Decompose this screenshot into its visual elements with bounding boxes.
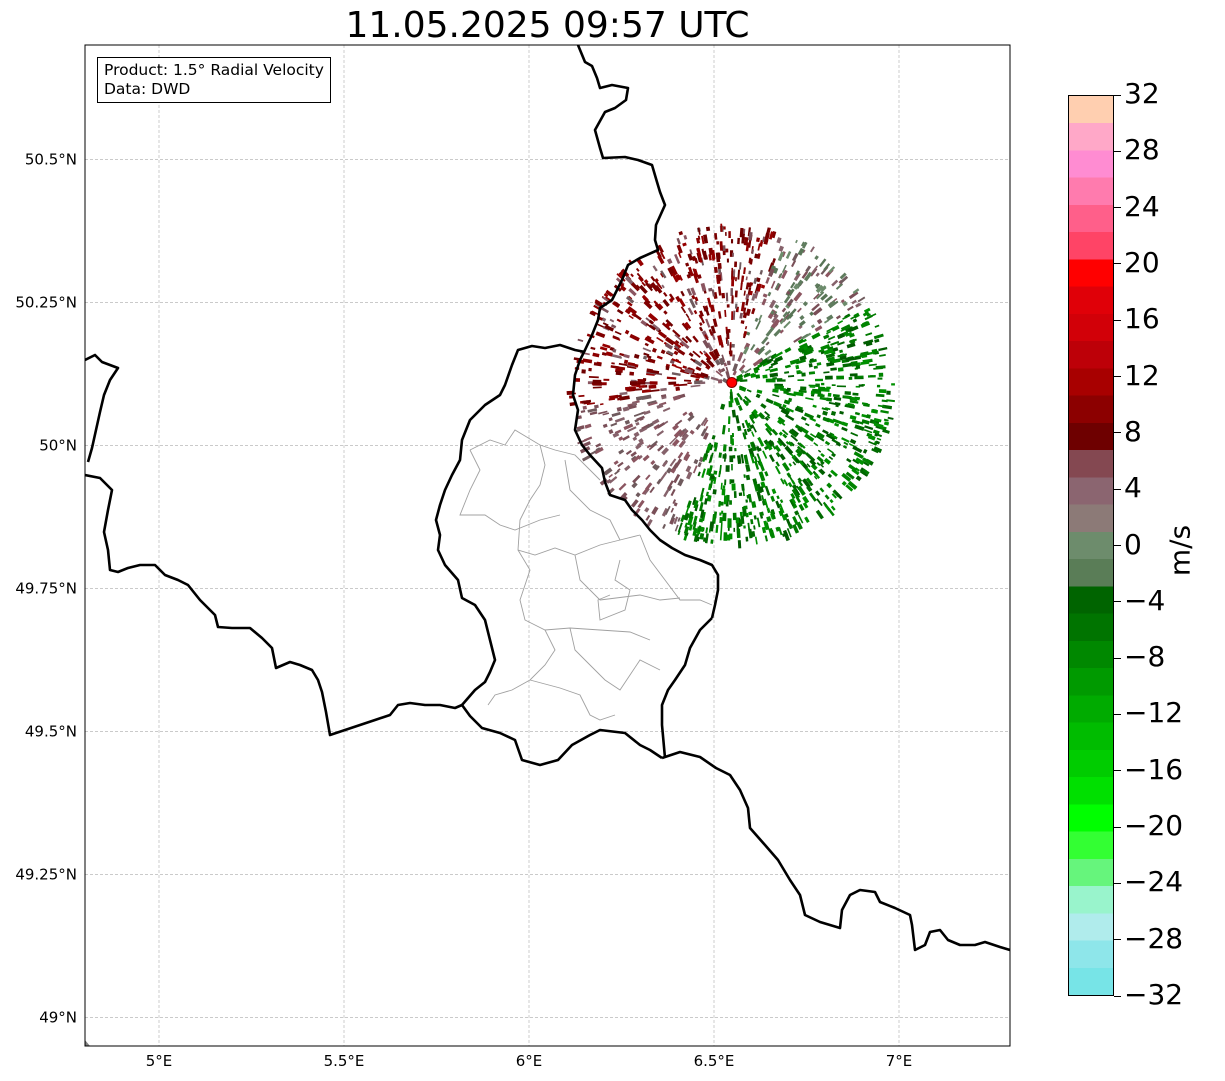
info-box: Product: 1.5° Radial Velocity Data: DWD [97,57,331,103]
gridlines [85,45,1010,1046]
colorbar-tick [1114,770,1121,772]
colorbar-tick-label: 0 [1124,527,1142,561]
colorbar-tick [1114,432,1121,434]
colorbar-tick [1114,882,1121,884]
colorbar-tick-label: 28 [1124,133,1160,167]
lat-tick-label: 49.75°N [15,579,77,597]
country-borders [85,45,1010,952]
lat-tick-label: 49.5°N [25,722,77,740]
map-title: 11.05.2025 09:57 UTC [345,5,750,46]
colorbar [1068,95,1114,996]
colorbar-tick [1114,601,1121,603]
admin-boundaries [459,429,713,721]
map-frame [84,44,1011,1047]
colorbar-unit-label: m/s [1163,524,1197,577]
colorbar-tick-label: 16 [1124,302,1160,336]
colorbar-tick [1114,488,1121,490]
colorbar-tick-label: −16 [1124,752,1184,786]
lon-tick-label: 5.5°E [324,1052,365,1070]
lat-tick-label: 49°N [39,1008,77,1026]
colorbar-tick [1114,150,1121,152]
data-source-label: Data: DWD [104,80,191,98]
lat-tick-label: 50.5°N [25,150,77,168]
colorbar-tick-label: 24 [1124,189,1160,223]
colorbar-tick [1114,545,1121,546]
colorbar-tick-label: −8 [1124,640,1166,674]
colorbar-tick-label: −4 [1124,583,1166,617]
product-label: Product: 1.5° Radial Velocity [104,61,324,79]
lat-tick-label: 50°N [39,436,77,454]
lat-tick-label: 49.25°N [15,865,77,883]
colorbar-tick-label: −12 [1124,696,1184,730]
lon-tick-label: 6.5°E [694,1052,735,1070]
lon-tick-label: 6°E [516,1052,543,1070]
colorbar-tick-label: 8 [1124,414,1142,448]
colorbar-tick-label: 32 [1124,77,1160,110]
colorbar-tick [1114,826,1121,828]
colorbar-tick [1114,657,1121,659]
colorbar-tick-label: −32 [1124,978,1184,1011]
lat-tick-label: 50.25°N [15,293,77,311]
colorbar-tick [1114,94,1121,96]
colorbar-tick [1114,263,1121,265]
colorbar-tick-label: 4 [1124,471,1142,505]
colorbar-tick [1114,939,1121,941]
radar-site-marker [726,376,738,388]
colorbar-tick-label: −20 [1124,809,1184,843]
colorbar-tick [1114,713,1121,715]
colorbar-tick [1114,376,1121,378]
colorbar-tick-label: 12 [1124,358,1160,392]
colorbar-tick [1114,995,1121,997]
colorbar-tick-label: −24 [1124,865,1184,899]
lon-tick-label: 5°E [146,1052,173,1070]
colorbar-tick-label: −28 [1124,921,1184,955]
colorbar-tick [1114,319,1121,321]
colorbar-tick-label: 20 [1124,245,1160,279]
colorbar-tick [1114,207,1121,209]
axis-labels: 5°E 5.5°E 6°E 6.5°E 7°E 50.5°N 50.25°N 50°N 49.7… [15,150,912,1070]
radar-velocity-echoes [566,223,895,549]
lon-tick-label: 7°E [886,1052,913,1070]
